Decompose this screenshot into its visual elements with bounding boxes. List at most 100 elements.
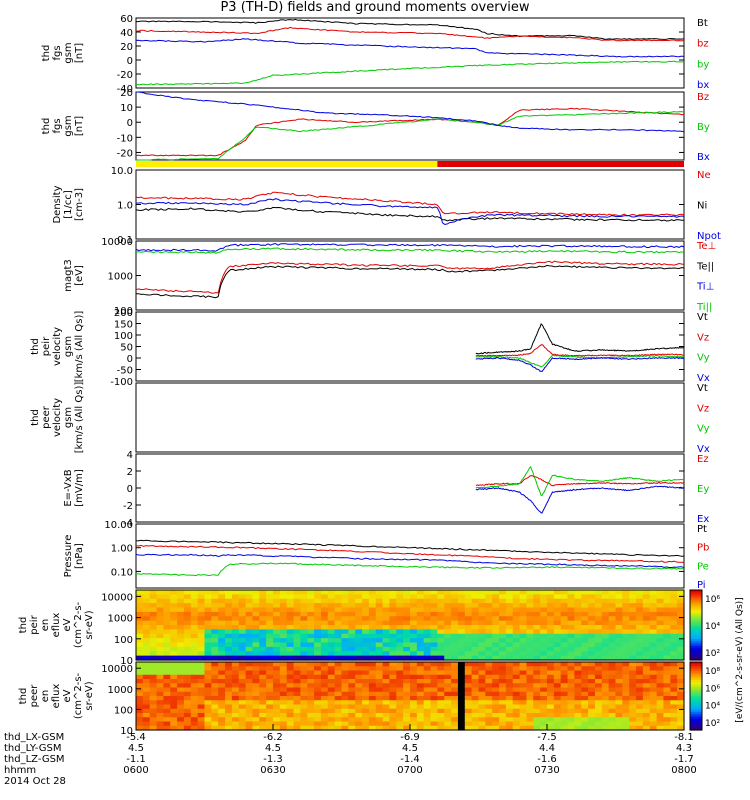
heatmap-cell	[156, 683, 164, 689]
heatmap-cell	[197, 616, 206, 622]
heatmap-cell	[608, 708, 617, 714]
heatmap-cell	[136, 655, 144, 661]
heatmap-cell	[464, 713, 473, 718]
heatmap-cell	[320, 674, 329, 680]
heatmap-cell	[238, 590, 247, 595]
heatmap-cell	[567, 708, 575, 714]
heatmap-cell	[286, 611, 295, 617]
heatmap-cell	[293, 642, 301, 648]
heatmap-cell	[636, 629, 644, 635]
heatmap-cell	[430, 670, 438, 676]
heatmap-cell	[273, 646, 281, 652]
heatmap-cell	[492, 607, 500, 613]
heatmap-cell	[245, 691, 254, 697]
series-line-by	[135, 111, 685, 161]
colorbar-cell	[690, 590, 702, 593]
y-axis-label: [eV]	[74, 265, 85, 286]
heatmap-cell	[348, 666, 356, 672]
x-tick-label: 4.5	[265, 743, 281, 754]
heatmap-cell	[183, 683, 192, 689]
heatmap-cell	[526, 620, 534, 626]
heatmap-cell	[142, 696, 151, 701]
heatmap-cell	[567, 691, 575, 697]
heatmap-cell	[540, 670, 548, 676]
heatmap-cell	[457, 625, 466, 630]
heatmap-cell	[499, 704, 507, 710]
heatmap-cell	[615, 666, 623, 672]
heatmap-cell	[396, 633, 404, 639]
heatmap-cell	[170, 674, 178, 680]
heatmap-cell	[348, 713, 356, 718]
heatmap-cell	[437, 725, 445, 731]
heatmap-cell	[396, 629, 404, 635]
heatmap-cell	[279, 607, 288, 613]
heatmap-cell	[410, 598, 418, 604]
heatmap-cell	[382, 708, 391, 714]
heatmap-cell	[430, 655, 438, 661]
heatmap-cell	[211, 721, 219, 727]
heatmap-cell	[499, 674, 507, 680]
heatmap-cell	[204, 687, 212, 693]
heatmap-cell	[670, 633, 678, 639]
heatmap-cell	[642, 594, 651, 600]
heatmap-cell	[163, 590, 171, 595]
heatmap-cell	[273, 670, 281, 676]
heatmap-cell	[252, 642, 260, 648]
heatmap-cell	[225, 642, 233, 648]
heatmap-cell	[273, 616, 281, 622]
heatmap-cell	[320, 662, 329, 667]
heatmap-cell	[492, 616, 500, 622]
heatmap-cell	[608, 625, 617, 630]
heatmap-cell	[553, 721, 562, 727]
heatmap-cell	[649, 607, 658, 613]
heatmap-cell	[499, 655, 507, 661]
heatmap-cell	[471, 594, 480, 600]
heatmap-cell	[492, 700, 500, 706]
y-axis-label: fgs	[52, 45, 63, 60]
heatmap-cell	[293, 620, 301, 626]
heatmap-cell	[512, 713, 521, 718]
heatmap-cell	[457, 655, 466, 661]
heatmap-cell	[649, 603, 658, 609]
heatmap-cell	[588, 704, 596, 710]
heatmap-cell	[273, 696, 281, 701]
heatmap-cell	[423, 642, 432, 648]
heatmap-cell	[183, 674, 192, 680]
heatmap-cell	[594, 616, 603, 622]
heatmap-cell	[238, 700, 247, 706]
heatmap-cell	[177, 611, 185, 617]
heatmap-cell	[396, 642, 404, 648]
heatmap-cell	[430, 696, 438, 701]
heatmap-cell	[197, 625, 206, 630]
heatmap-cell	[560, 633, 569, 639]
colorbar-frame	[689, 661, 703, 731]
heatmap-cell	[211, 696, 219, 701]
heatmap-cell	[334, 691, 343, 697]
heatmap-cell	[218, 651, 226, 657]
heatmap-cell	[170, 655, 178, 661]
heatmap-cell	[437, 708, 445, 714]
heatmap-cell	[560, 700, 569, 706]
heatmap-cell	[245, 662, 254, 667]
heatmap-cell	[608, 638, 617, 644]
heatmap-cell	[231, 700, 240, 706]
heatmap-cell	[177, 670, 185, 676]
heatmap-cell	[410, 590, 418, 595]
heatmap-cell	[451, 611, 459, 617]
heatmap-cell	[499, 607, 507, 613]
heatmap-cell	[478, 629, 486, 635]
heatmap-cell	[389, 696, 397, 701]
heatmap-cell	[396, 721, 404, 727]
heatmap-cell	[423, 616, 432, 622]
heatmap-cell	[286, 594, 295, 600]
heatmap-cell	[581, 721, 589, 727]
y-tick-label: 10	[120, 103, 133, 114]
heatmap-cell	[492, 625, 500, 630]
heatmap-cell	[204, 603, 212, 609]
heatmap-cell	[348, 603, 356, 609]
heatmap-cell	[540, 662, 548, 667]
heatmap-cell	[677, 713, 685, 718]
heatmap-cell	[190, 708, 199, 714]
heatmap-cell	[540, 646, 548, 652]
heatmap-cell	[183, 651, 192, 657]
